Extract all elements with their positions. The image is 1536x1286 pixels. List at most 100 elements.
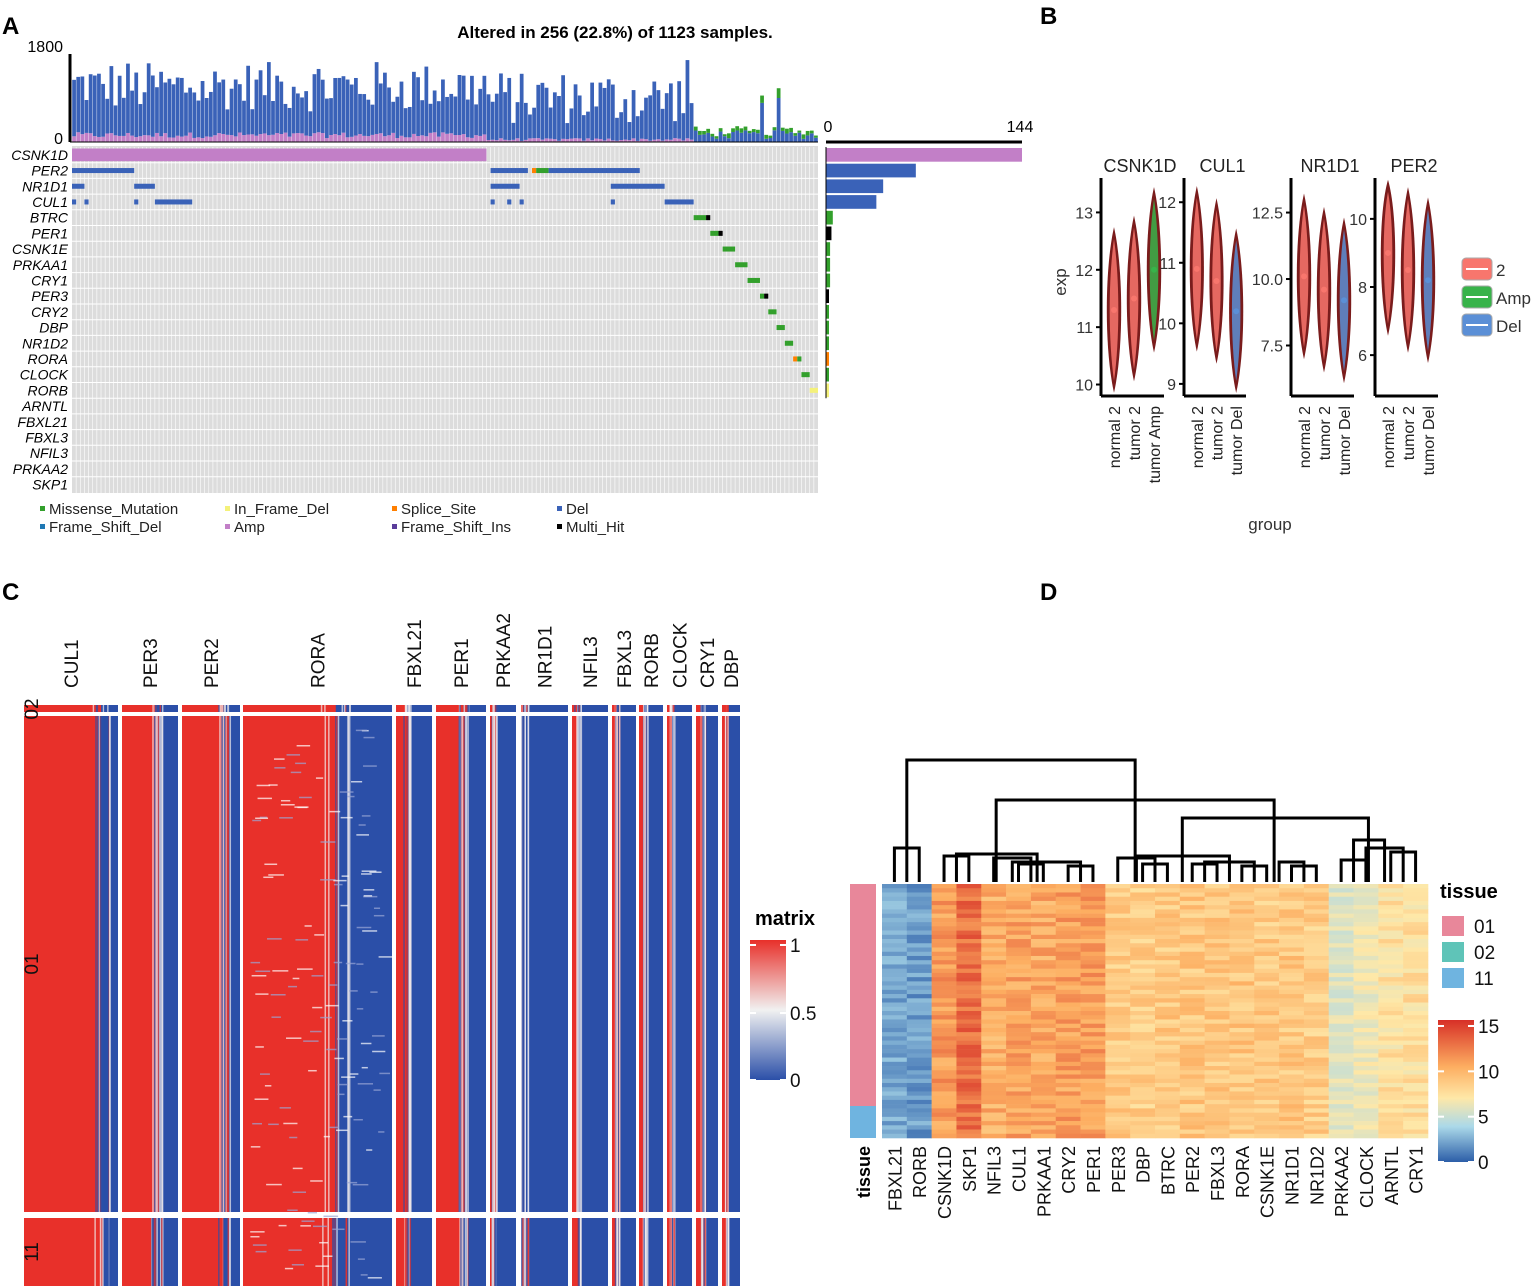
heatmap-d-cell — [1403, 900, 1429, 906]
heatmap-d-cell — [981, 1104, 1007, 1109]
heatmap-c-cell-block-red — [696, 716, 703, 1212]
heatmap-d-cell — [1030, 989, 1057, 995]
facet-y-tick-label: 10 — [1075, 378, 1093, 395]
tmb-bar-amp — [97, 136, 101, 142]
heatmap-d-cell — [1229, 1112, 1255, 1118]
heatmap-d-cell — [1006, 968, 1032, 974]
tmb-bar-amp — [204, 136, 209, 142]
heatmap-d-cell — [1353, 1061, 1379, 1067]
heatmap-c-cell-strip — [614, 1218, 617, 1286]
tmb-bar-del — [428, 103, 433, 133]
heatmap-d-cell — [1080, 913, 1106, 919]
heatmap-d-color-bar — [1438, 1020, 1474, 1162]
tmb-bar-amp — [109, 133, 114, 142]
heatmap-d-cell — [1229, 1027, 1255, 1033]
heatmap-d-cell — [981, 1129, 1007, 1135]
heatmap-d-cell — [1303, 994, 1330, 999]
heatmap-d-cell — [1353, 994, 1379, 999]
heatmap-d-cell — [906, 934, 932, 940]
heatmap-c-cell-speck — [372, 1050, 386, 1053]
tmb-bar-amp — [407, 137, 412, 142]
heatmap-d-cell — [1130, 1040, 1156, 1046]
heatmap-d-cell — [1279, 1078, 1305, 1084]
heatmap-d-cell — [1279, 998, 1305, 1003]
heatmap-d-legend-tick-label: 10 — [1478, 1062, 1499, 1083]
heatmap-c-cell-speck — [366, 1149, 373, 1151]
tmb-bar-del — [101, 83, 105, 137]
heatmap-d-cell — [1254, 981, 1280, 986]
heatmap-d-cell — [1105, 1074, 1131, 1080]
heatmap-d-cell — [1030, 1032, 1057, 1037]
heatmap-d-cell — [1254, 1011, 1280, 1016]
heatmap-d-cell — [1006, 1040, 1032, 1046]
heatmap-c-col-label-cul1: CUL1 — [62, 639, 83, 688]
violin-median-point — [1193, 265, 1200, 272]
heatmap-c-cell-speck — [301, 1220, 315, 1222]
heatmap-d-cell — [1155, 1074, 1181, 1080]
heatmap-c-cell-speck — [333, 961, 343, 964]
tmb-bar-del — [772, 130, 777, 142]
violin-legend-label-del: Del — [1496, 317, 1522, 336]
tmb-bar-amp — [494, 140, 499, 142]
oncoplot-cell-per2 — [532, 168, 537, 174]
heatmap-d-cell — [1130, 1108, 1156, 1113]
heatmap-d-cell — [1303, 1104, 1330, 1109]
heatmap-d-cell — [906, 1074, 932, 1080]
heatmap-d-cell — [882, 913, 908, 919]
heatmap-d-cell — [1030, 981, 1057, 986]
heatmap-d-cell — [1254, 930, 1280, 936]
tmb-bar-amp — [329, 134, 333, 142]
heatmap-d-cell — [1353, 1027, 1379, 1033]
heatmap-c-cell-block-red — [396, 1218, 407, 1286]
heatmap-d-cell — [1204, 1032, 1230, 1037]
heatmap-c-cell-block-red — [396, 716, 407, 1212]
heatmap-d-cell — [1130, 884, 1156, 889]
heatmap-d-cell — [1030, 985, 1057, 991]
heatmap-d-cell — [1403, 1019, 1429, 1024]
heatmap-d-cell — [1179, 943, 1205, 948]
heatmap-d-cell — [1328, 1087, 1354, 1092]
tmb-bar-del — [764, 138, 769, 142]
heatmap-c-cell-speck — [250, 961, 261, 964]
heatmap-c-cell-strip — [403, 716, 405, 1212]
heatmap-d-col-label-per3: PER3 — [1109, 1146, 1129, 1193]
heatmap-d-cell — [1006, 947, 1032, 953]
heatmap-d-cell — [1303, 1129, 1330, 1135]
heatmap-c-cell-strip — [103, 716, 106, 1212]
heatmap-c-cell-block-red — [396, 705, 407, 712]
heatmap-d-cell — [1155, 1116, 1181, 1122]
tmb-bar-del — [196, 100, 201, 138]
heatmap-d-cell — [1353, 909, 1379, 914]
heatmap-d-cell — [906, 1061, 932, 1067]
heatmap-d-cell — [1279, 884, 1305, 889]
heatmap-d-annotation-label: tissue — [854, 1146, 874, 1198]
tmb-bar-amp — [627, 140, 632, 142]
heatmap-d-cell — [1030, 884, 1057, 889]
heatmap-c-group-per3 — [122, 705, 178, 1286]
heatmap-d-cell — [1279, 934, 1305, 940]
tmb-bar-mut — [760, 95, 764, 103]
heatmap-c-cell-speck — [356, 834, 369, 836]
freq-axis-max: 144 — [1007, 119, 1034, 136]
heatmap-d-cell — [1080, 1032, 1106, 1037]
heatmap-d-cell — [1378, 1023, 1404, 1029]
heatmap-d-cell — [1105, 1023, 1131, 1029]
heatmap-d-cell — [1204, 930, 1230, 936]
heatmap-c-cell-strip — [221, 1218, 224, 1286]
heatmap-d-cell — [981, 951, 1007, 957]
heatmap-d-cell — [1328, 1061, 1354, 1067]
heatmap-c-cell-block-red — [24, 1218, 102, 1286]
heatmap-d-cell — [981, 1015, 1007, 1020]
tmb-bar-amp — [271, 134, 275, 142]
heatmap-c-group-rora — [243, 705, 392, 1286]
heatmap-d-cell — [906, 981, 932, 986]
heatmap-d-cell — [1030, 947, 1057, 953]
heatmap-d-cell — [1179, 1108, 1205, 1113]
gene-label-rorb: RORB — [28, 382, 68, 398]
tmb-bar-del — [540, 82, 545, 140]
heatmap-d-cell — [981, 1091, 1007, 1096]
heatmap-d-cell — [1006, 964, 1032, 969]
heatmap-d-cell — [1155, 1044, 1181, 1050]
